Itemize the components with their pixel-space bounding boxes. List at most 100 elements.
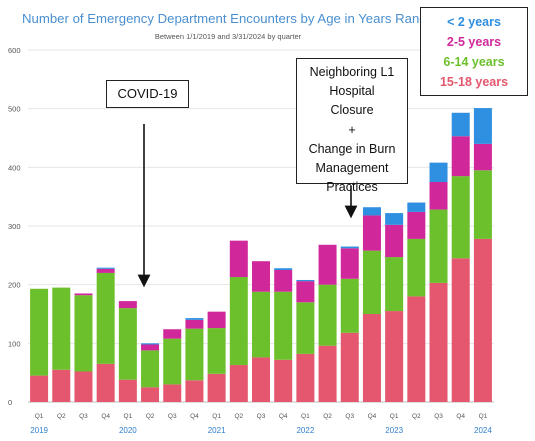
chart-legend: < 2 years 2-5 years 6-14 years 15-18 yea…	[420, 7, 528, 96]
x-tick-label: Q1	[479, 413, 488, 420]
bar-segment	[252, 291, 270, 358]
bar-segment	[74, 295, 93, 372]
bar-segment	[407, 211, 426, 239]
bar-segment	[385, 213, 404, 225]
bar-segment	[451, 136, 470, 177]
bar-segment	[296, 281, 315, 303]
bar-segment	[252, 357, 270, 402]
bar-segment	[229, 240, 248, 278]
bar-segment	[385, 224, 404, 258]
bar-segment	[118, 379, 137, 402]
bar-segment	[340, 278, 359, 333]
bar-segment	[185, 328, 204, 381]
x-tick-label: Q3	[257, 413, 266, 420]
x-tick-label: Q4	[279, 413, 288, 420]
bar-segment	[96, 268, 115, 273]
bar-segment	[362, 215, 381, 251]
closure-line: Change in Burn	[308, 141, 396, 156]
bar-segment	[473, 108, 492, 144]
bar-segment	[451, 258, 470, 402]
bar-segment	[96, 267, 115, 269]
y-tick-label: 200	[8, 281, 21, 290]
bar-segment	[274, 359, 293, 402]
bar-segment	[30, 375, 49, 402]
bar-segment	[473, 238, 492, 402]
bar-segment	[451, 112, 470, 137]
bar-segment	[141, 387, 160, 402]
bar-segment	[207, 328, 226, 374]
x-tick-label: Q2	[323, 413, 332, 420]
bar-segment	[141, 350, 160, 388]
year-label: 2024	[474, 426, 492, 435]
bar-segment	[163, 384, 182, 402]
bar-segment	[96, 363, 115, 402]
bar-segment	[207, 311, 226, 329]
x-tick-label: Q3	[79, 413, 88, 420]
year-label: 2023	[385, 426, 403, 435]
bar-segment	[318, 345, 337, 402]
bar-segment	[185, 380, 204, 402]
x-tick-label: Q1	[301, 413, 310, 420]
bar-segment	[385, 257, 404, 312]
bar-segment	[163, 338, 182, 385]
bar-segment	[407, 296, 426, 402]
bar-segment	[229, 365, 248, 402]
year-label: 2021	[208, 426, 226, 435]
bar-segment	[274, 270, 293, 292]
bar-segment	[52, 369, 71, 402]
chart-subtitle: Between 1/1/2019 and 3/31/2024 by quarte…	[154, 32, 302, 41]
bar-segment	[473, 170, 492, 239]
x-tick-label: Q2	[146, 413, 155, 420]
bar-segment	[30, 288, 49, 376]
closure-annotation: Neighboring L1 Hospital Closure + Change…	[296, 58, 408, 194]
covid-annotation: COVID-19	[106, 80, 189, 108]
bar-segment	[362, 314, 381, 402]
year-label: 2019	[30, 426, 48, 435]
bar-segment	[185, 319, 204, 329]
closure-line: +	[348, 122, 356, 137]
y-tick-label: 600	[8, 46, 21, 55]
closure-line: Practices	[326, 180, 378, 195]
bar-segment	[318, 244, 337, 285]
y-tick-label: 400	[8, 163, 21, 172]
closure-line: Closure	[330, 103, 374, 118]
bar-segment	[118, 301, 137, 309]
x-tick-label: Q3	[434, 413, 443, 420]
x-tick-label: Q3	[345, 413, 354, 420]
bar-segment	[429, 162, 448, 182]
x-tick-label: Q4	[101, 413, 110, 420]
bar-segment	[96, 272, 115, 364]
bar-segment	[429, 182, 448, 210]
bar-segment	[429, 209, 448, 283]
bar-segment	[118, 308, 137, 380]
bar-segment	[207, 373, 226, 402]
x-tick-label: Q1	[212, 413, 221, 420]
closure-line: Neighboring L1	[309, 65, 395, 79]
bar-segment	[385, 311, 404, 402]
x-tick-label: Q4	[456, 413, 465, 420]
bar-segment	[163, 329, 182, 339]
bar-segment	[141, 343, 160, 345]
bar-segment	[185, 318, 204, 320]
bar-segment	[407, 202, 426, 212]
bar-segment	[252, 261, 270, 292]
x-tick-label: Q2	[234, 413, 243, 420]
chart-title: Number of Emergency Department Encounter…	[22, 11, 434, 26]
bar-segment	[473, 143, 492, 171]
x-tick-label: Q4	[368, 413, 377, 420]
bar-segment	[296, 302, 315, 354]
bar-segment	[296, 353, 315, 402]
x-tick-label: Q4	[190, 413, 199, 420]
y-tick-label: 300	[8, 222, 21, 231]
x-tick-label: Q3	[168, 413, 177, 420]
x-tick-label: Q1	[390, 413, 399, 420]
year-label: 2022	[296, 426, 314, 435]
bar-segment	[340, 248, 359, 279]
legend-item-under-2: < 2 years	[447, 15, 501, 29]
closure-line: Hospital	[329, 84, 375, 99]
year-label: 2020	[119, 426, 137, 435]
bar-segment	[274, 291, 293, 360]
x-tick-label: Q1	[124, 413, 133, 420]
